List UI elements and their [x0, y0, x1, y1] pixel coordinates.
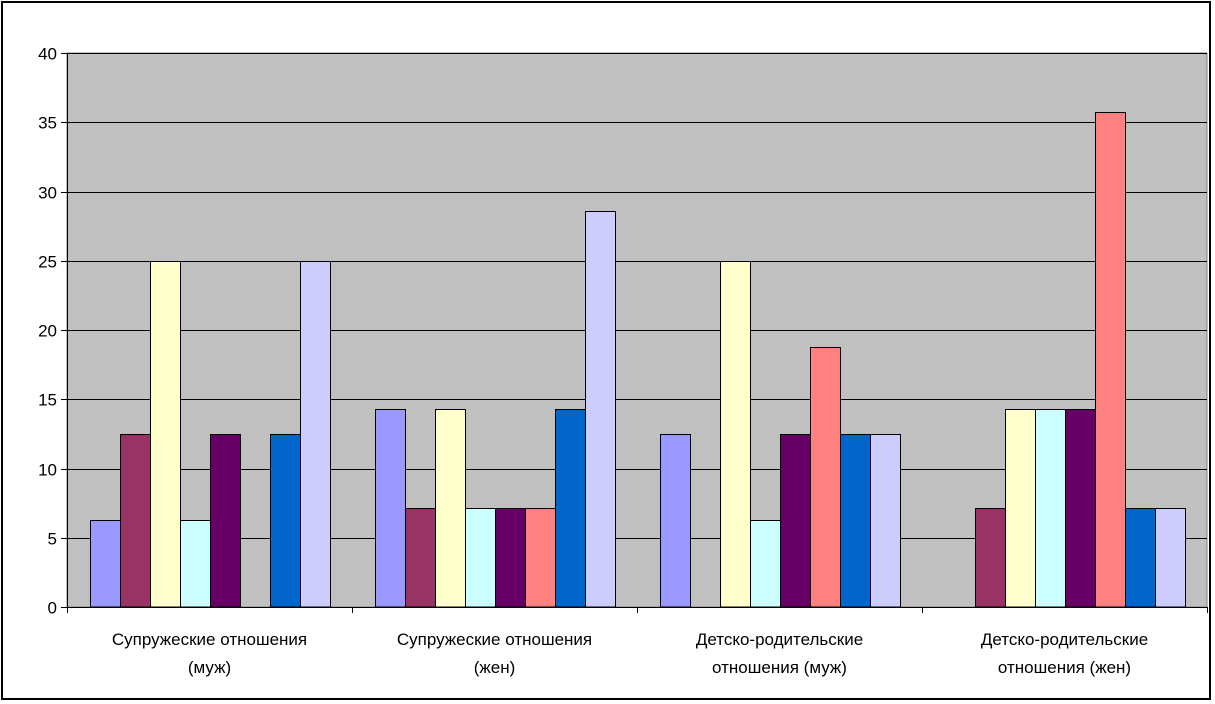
bar — [780, 434, 811, 608]
x-tick-label: Детско-родительские отношения (жен) — [981, 630, 1148, 677]
bar — [210, 434, 241, 608]
bar — [870, 434, 901, 608]
x-tick-label: Супружеские отношения (муж) — [112, 630, 307, 677]
bar — [750, 520, 781, 608]
x-tick-label: Детско-родительские отношения (муж) — [696, 630, 863, 677]
bar — [375, 409, 406, 608]
bar — [120, 434, 151, 608]
bar — [660, 434, 691, 608]
bar — [720, 261, 751, 608]
bar — [1095, 112, 1126, 608]
bar — [405, 508, 436, 608]
y-tick-label: 20 — [38, 322, 57, 341]
bar — [90, 520, 121, 608]
bar — [585, 211, 616, 608]
y-tick-label: 15 — [38, 391, 57, 410]
bar — [270, 434, 301, 608]
bar — [1065, 409, 1096, 608]
bar — [555, 409, 586, 608]
bar — [810, 347, 841, 608]
bar — [525, 508, 556, 608]
bar — [1005, 409, 1036, 608]
bar — [495, 508, 526, 608]
bar — [300, 261, 331, 608]
bar — [975, 508, 1006, 608]
bar — [1125, 508, 1156, 608]
bar — [465, 508, 496, 608]
x-tick-label: Супружеские отношения (жен) — [397, 630, 592, 677]
y-tick-label: 30 — [38, 184, 57, 203]
y-tick-label: 10 — [38, 461, 57, 480]
bar — [150, 261, 181, 608]
y-tick-label: 40 — [38, 45, 57, 64]
bar — [840, 434, 871, 608]
bar — [435, 409, 466, 608]
bar — [1035, 409, 1066, 608]
y-tick-label: 35 — [38, 114, 57, 133]
bar — [180, 520, 211, 608]
y-tick-label: 0 — [48, 599, 57, 618]
y-tick-label: 25 — [38, 253, 57, 272]
y-tick-label: 5 — [48, 530, 57, 549]
bar — [1155, 508, 1186, 608]
